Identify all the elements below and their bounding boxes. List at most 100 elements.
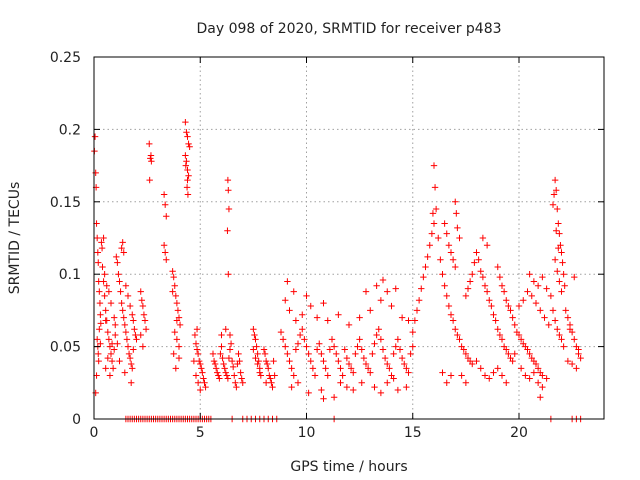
data-point <box>479 234 487 242</box>
data-point <box>411 317 419 324</box>
data-point <box>212 365 220 372</box>
data-point <box>251 331 258 339</box>
data-point <box>503 379 510 386</box>
data-point <box>115 271 122 278</box>
data-point <box>123 336 131 343</box>
data-point <box>94 249 102 256</box>
data-point <box>279 336 287 343</box>
data-point <box>237 369 244 376</box>
data-point <box>221 365 228 372</box>
data-point <box>345 321 353 329</box>
data-point <box>160 242 168 249</box>
data-point <box>350 369 357 376</box>
data-point <box>477 268 484 275</box>
data-point <box>186 143 193 150</box>
data-point <box>173 299 181 307</box>
data-point <box>392 343 399 350</box>
x-tick-label: 10 <box>298 425 316 441</box>
data-point <box>401 360 408 368</box>
data-point <box>316 340 323 347</box>
data-point <box>117 288 124 295</box>
data-point <box>96 326 103 333</box>
data-point <box>488 302 495 310</box>
data-point <box>524 346 531 353</box>
data-point <box>543 375 550 382</box>
data-point <box>447 249 455 256</box>
data-point <box>176 321 184 329</box>
data-point <box>413 307 421 314</box>
data-point <box>200 375 207 382</box>
x-tick-label: 5 <box>196 425 205 441</box>
data-point <box>91 133 99 140</box>
data-point <box>559 259 566 266</box>
data-point <box>398 354 406 362</box>
data-point <box>305 389 312 397</box>
data-point <box>473 249 480 256</box>
data-point <box>193 326 201 333</box>
data-point <box>394 386 402 394</box>
data-point <box>271 372 278 379</box>
data-point <box>564 314 572 321</box>
data-point <box>211 360 219 368</box>
data-point <box>102 365 109 372</box>
data-point <box>386 365 393 372</box>
data-point <box>479 273 487 281</box>
data-point <box>537 394 544 401</box>
data-point <box>441 220 448 227</box>
data-point <box>496 331 504 339</box>
data-point <box>102 307 109 314</box>
data-point <box>137 331 144 339</box>
data-point <box>184 133 191 140</box>
data-point <box>505 302 512 310</box>
data-point <box>257 372 265 379</box>
data-point <box>454 331 461 339</box>
data-point <box>341 346 348 353</box>
data-point <box>318 350 325 358</box>
data-point <box>225 271 232 278</box>
data-point <box>161 201 169 208</box>
data-point <box>140 311 148 318</box>
data-point <box>270 357 277 365</box>
data-point <box>307 302 314 310</box>
data-point <box>483 288 491 295</box>
data-point <box>445 242 453 249</box>
data-point <box>98 244 106 252</box>
data-point <box>551 256 559 263</box>
data-point <box>481 372 489 379</box>
data-point <box>253 343 260 350</box>
data-point <box>235 350 242 358</box>
data-point <box>337 365 344 372</box>
data-point <box>360 354 368 362</box>
data-point <box>228 357 236 365</box>
data-point <box>430 220 438 227</box>
data-point <box>522 372 529 379</box>
data-point <box>147 152 155 159</box>
data-point <box>255 357 262 365</box>
data-point <box>191 331 199 339</box>
data-point <box>214 369 221 376</box>
data-point <box>183 158 190 165</box>
data-point <box>95 357 102 365</box>
data-point <box>139 343 147 350</box>
data-point <box>126 302 134 310</box>
data-point <box>398 314 406 321</box>
data-point <box>486 297 493 304</box>
data-point <box>114 259 121 266</box>
data-point <box>549 307 557 314</box>
data-point <box>534 282 542 289</box>
data-point <box>532 299 540 307</box>
data-point <box>369 350 376 358</box>
data-point <box>415 297 423 304</box>
data-point <box>97 320 104 327</box>
data-point <box>170 350 177 358</box>
data-point <box>130 346 137 353</box>
data-point <box>432 205 440 213</box>
data-point <box>454 224 461 232</box>
data-point <box>290 372 297 379</box>
data-point <box>139 302 147 310</box>
data-point <box>225 205 233 213</box>
data-point <box>490 369 497 376</box>
data-point <box>439 271 446 278</box>
data-point <box>254 360 261 368</box>
data-point <box>104 328 112 336</box>
